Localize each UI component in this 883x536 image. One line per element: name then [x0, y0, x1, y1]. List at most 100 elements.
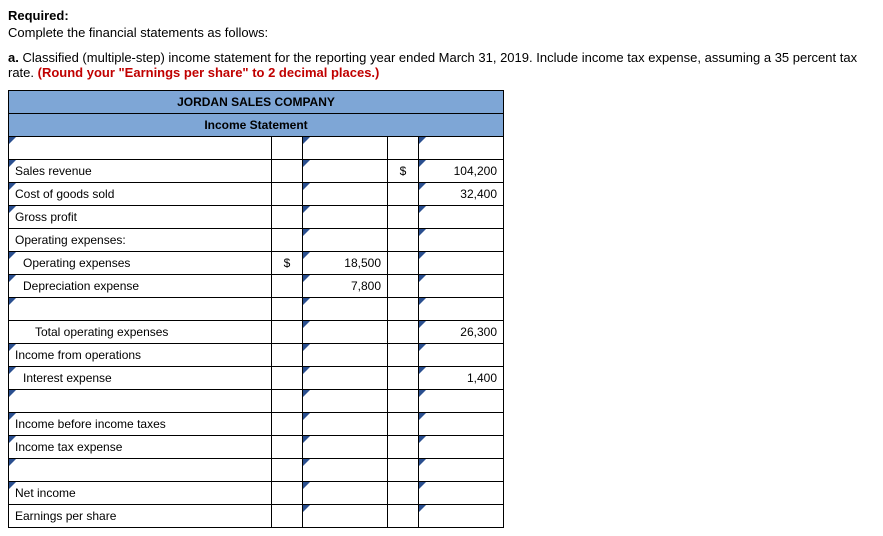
- row-currency-2: [388, 413, 419, 436]
- row-currency-2: [388, 206, 419, 229]
- row-currency-1: [272, 344, 303, 367]
- row-currency-2: $: [388, 160, 419, 183]
- row-currency-1: [272, 459, 303, 482]
- row-value-2[interactable]: 104,200: [419, 160, 504, 183]
- row-value-2[interactable]: 26,300: [419, 321, 504, 344]
- row-currency-1: [272, 160, 303, 183]
- table-row: Sales revenue $104,200: [9, 160, 504, 183]
- row-currency-2: [388, 367, 419, 390]
- table-row: Income before income taxes: [9, 413, 504, 436]
- row-value-1[interactable]: [303, 137, 388, 160]
- row-value-2[interactable]: [419, 252, 504, 275]
- row-value-1[interactable]: [303, 390, 388, 413]
- part-a-red: (Round your "Earnings per share" to 2 de…: [38, 65, 380, 80]
- table-row: [9, 298, 504, 321]
- row-value-2[interactable]: [419, 344, 504, 367]
- row-value-2[interactable]: [419, 206, 504, 229]
- row-label: Total operating expenses: [9, 321, 272, 344]
- row-label[interactable]: Cost of goods sold: [9, 183, 272, 206]
- table-row: Gross profit: [9, 206, 504, 229]
- row-value-1[interactable]: [303, 321, 388, 344]
- table-row: Interest expense 1,400: [9, 367, 504, 390]
- row-value-2[interactable]: [419, 390, 504, 413]
- row-value-2[interactable]: 32,400: [419, 183, 504, 206]
- row-value-1[interactable]: [303, 459, 388, 482]
- row-currency-1: [272, 183, 303, 206]
- row-value-1[interactable]: [303, 298, 388, 321]
- row-label[interactable]: [9, 459, 272, 482]
- row-currency-2: [388, 344, 419, 367]
- row-currency-1: [272, 206, 303, 229]
- row-value-1[interactable]: [303, 482, 388, 505]
- row-currency-1: [272, 321, 303, 344]
- row-currency-2: [388, 252, 419, 275]
- row-currency-1: [272, 413, 303, 436]
- row-label[interactable]: [9, 298, 272, 321]
- row-value-1[interactable]: [303, 344, 388, 367]
- table-row: Net income: [9, 482, 504, 505]
- row-label[interactable]: Income from operations: [9, 344, 272, 367]
- row-label[interactable]: Interest expense: [9, 367, 272, 390]
- row-label[interactable]: Net income: [9, 482, 272, 505]
- row-currency-2: [388, 298, 419, 321]
- required-instructions: Complete the financial statements as fol…: [8, 25, 875, 40]
- row-currency-1: [272, 390, 303, 413]
- table-row: Income tax expense: [9, 436, 504, 459]
- row-label: Operating expenses:: [9, 229, 272, 252]
- row-value-2[interactable]: [419, 413, 504, 436]
- row-value-2[interactable]: [419, 229, 504, 252]
- row-value-1[interactable]: [303, 229, 388, 252]
- row-currency-1: [272, 229, 303, 252]
- row-currency-2: [388, 137, 419, 160]
- table-row: Depreciation expense 7,800: [9, 275, 504, 298]
- table-row: Operating expenses:: [9, 229, 504, 252]
- table-row: [9, 137, 504, 160]
- part-a-prefix: a.: [8, 50, 22, 65]
- row-label[interactable]: Income before income taxes: [9, 413, 272, 436]
- row-currency-2: [388, 229, 419, 252]
- row-value-2[interactable]: 1,400: [419, 367, 504, 390]
- table-header-title: Income Statement: [9, 114, 504, 137]
- part-a: a. Classified (multiple-step) income sta…: [8, 50, 875, 80]
- table-row: Cost of goods sold 32,400: [9, 183, 504, 206]
- row-value-2[interactable]: [419, 459, 504, 482]
- row-value-2[interactable]: [419, 137, 504, 160]
- row-currency-2: [388, 459, 419, 482]
- row-label[interactable]: Gross profit: [9, 206, 272, 229]
- row-label[interactable]: [9, 137, 272, 160]
- row-value-2[interactable]: [419, 482, 504, 505]
- row-currency-2: [388, 482, 419, 505]
- row-value-1[interactable]: [303, 367, 388, 390]
- row-value-1[interactable]: 18,500: [303, 252, 388, 275]
- row-currency-2: [388, 321, 419, 344]
- row-currency-1: [272, 367, 303, 390]
- row-label[interactable]: Operating expenses: [9, 252, 272, 275]
- table-row: Income from operations: [9, 344, 504, 367]
- row-value-2[interactable]: [419, 275, 504, 298]
- table-header-company: JORDAN SALES COMPANY: [9, 91, 504, 114]
- table-row: Total operating expenses 26,300: [9, 321, 504, 344]
- income-statement-table: JORDAN SALES COMPANY Income Statement Sa…: [8, 90, 504, 528]
- row-value-2[interactable]: [419, 298, 504, 321]
- row-currency-1: [272, 482, 303, 505]
- row-label[interactable]: Sales revenue: [9, 160, 272, 183]
- row-value-1[interactable]: [303, 160, 388, 183]
- row-currency-1: [272, 275, 303, 298]
- table-row: [9, 390, 504, 413]
- row-currency-2: [388, 183, 419, 206]
- row-value-1[interactable]: [303, 183, 388, 206]
- row-label[interactable]: Income tax expense: [9, 436, 272, 459]
- table-row: Operating expenses$18,500: [9, 252, 504, 275]
- row-label[interactable]: [9, 390, 272, 413]
- row-value-1[interactable]: [303, 436, 388, 459]
- row-value-1[interactable]: [303, 206, 388, 229]
- row-value-2[interactable]: [419, 436, 504, 459]
- table-row: [9, 459, 504, 482]
- row-currency-1: [272, 436, 303, 459]
- row-label[interactable]: Depreciation expense: [9, 275, 272, 298]
- row-currency-1: [272, 137, 303, 160]
- row-value-1[interactable]: 7,800: [303, 275, 388, 298]
- row-value-1[interactable]: [303, 413, 388, 436]
- required-label: Required:: [8, 8, 875, 23]
- row-currency-1: $: [272, 252, 303, 275]
